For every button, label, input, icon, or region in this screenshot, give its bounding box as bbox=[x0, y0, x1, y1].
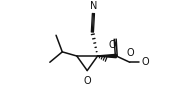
Text: N: N bbox=[90, 1, 98, 11]
Text: O: O bbox=[126, 48, 134, 58]
Text: O: O bbox=[83, 76, 91, 86]
Polygon shape bbox=[98, 54, 116, 58]
Text: O: O bbox=[141, 57, 149, 67]
Text: O: O bbox=[109, 40, 117, 50]
